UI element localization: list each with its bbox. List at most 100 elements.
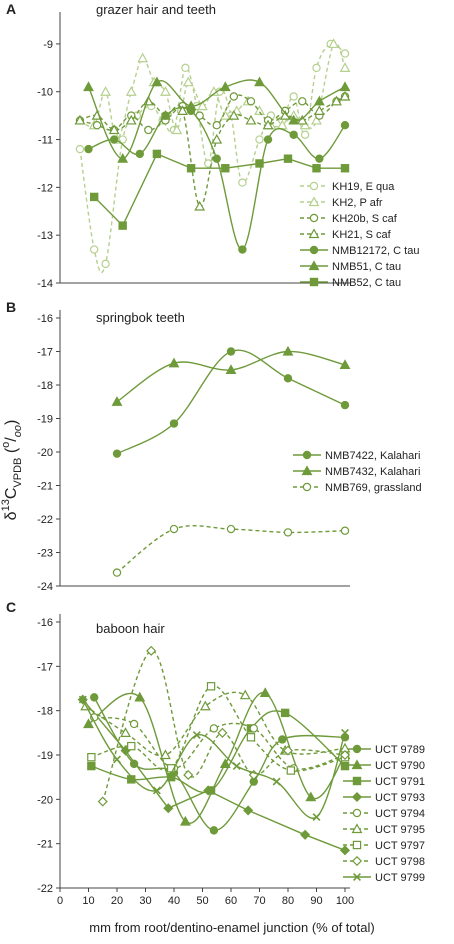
legend-entry: NMB7422, Kalahari <box>293 450 420 462</box>
data-point <box>249 724 258 733</box>
data-point <box>339 359 351 370</box>
data-point <box>221 164 230 173</box>
legend-entry: NMB52, C tau <box>300 277 401 289</box>
data-point <box>169 524 179 534</box>
legend-label: KH21, S caf <box>332 229 392 241</box>
y-tick-label: -19 <box>37 414 53 426</box>
data-point <box>206 682 216 691</box>
legend-marker <box>308 260 320 271</box>
series-uct-9798 <box>97 645 351 807</box>
series-kh19-e-qua <box>75 39 350 274</box>
data-point <box>255 135 264 144</box>
legend-marker <box>308 196 320 207</box>
data-point <box>340 120 350 130</box>
y-tick-label: -21 <box>37 481 53 493</box>
data-point <box>283 374 293 383</box>
data-point <box>125 86 137 96</box>
legend-entry: KH19, E qua <box>300 181 395 193</box>
data-point <box>209 724 219 733</box>
data-point <box>127 741 136 751</box>
data-point <box>101 259 110 269</box>
legend-label: KH2, P afr <box>332 197 383 209</box>
series-nmb769-grassland <box>112 524 350 577</box>
legend-entry: KH2, P afr <box>300 196 383 209</box>
data-point <box>87 753 96 762</box>
data-point <box>328 38 340 49</box>
data-point <box>278 735 287 744</box>
data-point <box>219 81 231 92</box>
data-point <box>246 97 256 106</box>
x-tick-label: 40 <box>168 895 180 907</box>
legend-marker <box>351 855 363 867</box>
legend-marker <box>308 228 320 239</box>
legend-label: UCT 9789 <box>375 744 425 756</box>
data-point <box>87 761 96 771</box>
data-point <box>185 100 197 111</box>
series-line <box>87 79 346 160</box>
legend-entry: UCT 9794 <box>343 808 425 820</box>
y-tick-label: -14 <box>37 278 53 290</box>
data-point <box>232 762 241 771</box>
series-line <box>116 350 346 403</box>
series-line <box>102 650 346 802</box>
series-nmb52-c-tau <box>89 149 350 230</box>
data-point <box>339 81 351 92</box>
y-tick-label: -17 <box>37 347 53 359</box>
x-tick-label: 60 <box>225 895 237 907</box>
data-point <box>243 805 254 816</box>
legend-entry: UCT 9799 <box>343 872 425 884</box>
legend-entry: UCT 9790 <box>343 759 425 772</box>
data-point <box>146 645 157 656</box>
series-uct-9797 <box>87 682 350 775</box>
legend-entry: NMB12172, C tau <box>300 245 419 257</box>
x-tick-label: 80 <box>282 895 294 907</box>
legend-label: UCT 9791 <box>375 776 425 788</box>
data-point <box>226 524 236 534</box>
legend-entry: KH20b, S caf <box>300 213 398 225</box>
legend-label: NMB51, C tau <box>332 261 401 273</box>
series-uct-9790 <box>83 687 351 826</box>
data-point <box>238 245 247 254</box>
legend-marker <box>302 450 312 460</box>
data-point <box>312 63 321 73</box>
data-point <box>289 130 298 139</box>
panel-letter: B <box>6 299 16 315</box>
legend-entry: NMB769, grassland <box>293 482 422 494</box>
data-point <box>129 719 139 729</box>
data-point <box>282 345 294 356</box>
data-point <box>312 164 321 173</box>
data-point <box>313 95 325 106</box>
legend-entry: UCT 9793 <box>343 791 425 804</box>
y-tick-label: -9 <box>43 39 53 51</box>
data-point <box>340 400 350 410</box>
data-point <box>286 766 296 775</box>
legend-label: UCT 9794 <box>375 808 425 820</box>
y-tick-label: -22 <box>37 514 53 526</box>
data-point <box>339 62 351 72</box>
data-point <box>315 154 324 163</box>
data-point <box>289 92 298 101</box>
data-point <box>199 700 211 711</box>
data-point <box>282 745 294 756</box>
series-nmb51-c-tau <box>83 76 351 163</box>
legend-marker <box>302 482 312 492</box>
data-point <box>339 90 351 101</box>
data-point <box>118 221 127 230</box>
legend-marker <box>351 759 363 770</box>
data-point <box>280 708 290 718</box>
series-uct-9793 <box>77 694 351 856</box>
x-tick-label: 0 <box>57 895 63 907</box>
legend-label: NMB7422, Kalahari <box>325 450 420 462</box>
data-point <box>83 718 94 729</box>
data-point <box>263 135 273 144</box>
data-point <box>197 100 208 111</box>
panel-title: baboon hair <box>96 621 165 636</box>
data-point <box>305 791 317 802</box>
y-tick-label: -11 <box>38 135 53 147</box>
legend-marker <box>352 744 362 754</box>
y-tick-label: -20 <box>37 794 53 806</box>
data-point <box>339 749 351 761</box>
data-point <box>209 826 219 835</box>
